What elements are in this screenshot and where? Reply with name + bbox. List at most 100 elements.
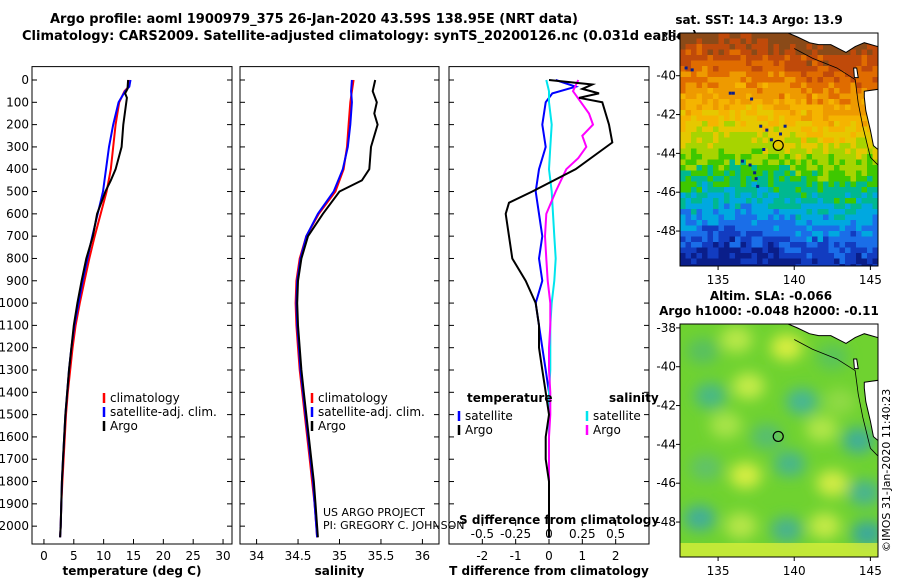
- sst-cell: [680, 38, 686, 45]
- sst-cell: [680, 192, 686, 199]
- sst-track-mark: [684, 66, 688, 70]
- sst-cell: [823, 247, 829, 254]
- sst-cell: [779, 203, 785, 210]
- sst-cell: [872, 192, 878, 199]
- sst-cell: [856, 71, 862, 78]
- sst-cell: [713, 126, 719, 133]
- sst-cell: [856, 170, 862, 177]
- sst-cell: [740, 170, 747, 177]
- sst-cell: [856, 121, 862, 127]
- sst-cell: [828, 132, 835, 138]
- sst-cell: [740, 49, 747, 56]
- sst-cell: [790, 143, 796, 149]
- sst-cell: [691, 99, 697, 105]
- sst-cell: [718, 187, 725, 193]
- sst-cell: [806, 66, 813, 72]
- sst-cell: [746, 264, 752, 266]
- sst-cell: [861, 115, 868, 122]
- sst-cell: [812, 176, 818, 182]
- sst-cell: [735, 159, 741, 166]
- sst-cell: [707, 88, 714, 94]
- sst-cell: [702, 38, 708, 45]
- temperature-satellite-line: [534, 79, 580, 538]
- sst-map-ytick-label: -44: [656, 146, 676, 160]
- sst-cell: [735, 170, 741, 177]
- sst-cell: [801, 121, 807, 127]
- sst-cell: [680, 231, 686, 237]
- sst-cell: [801, 247, 807, 254]
- sst-cell: [740, 258, 747, 265]
- sst-cell: [839, 242, 846, 248]
- sla-blob: [842, 427, 875, 454]
- sst-track-mark: [731, 91, 735, 95]
- sst-cell: [746, 231, 752, 237]
- sst-cell: [724, 225, 730, 232]
- sst-cell: [861, 126, 868, 133]
- sst-cell: [735, 121, 741, 127]
- sst-cell: [817, 154, 824, 160]
- sst-cell: [696, 181, 703, 188]
- sst-cell: [812, 154, 818, 160]
- sst-cell: [784, 258, 791, 265]
- sst-cell: [817, 44, 824, 50]
- sst-cell: [762, 132, 769, 138]
- sst-cell: [707, 66, 714, 72]
- sst-cell: [834, 209, 840, 215]
- sst-cell: [685, 154, 692, 160]
- sst-cell: [740, 99, 747, 105]
- sst-cell: [757, 247, 763, 254]
- sst-cell: [735, 176, 741, 182]
- sst-cell: [724, 198, 730, 204]
- sst-cell: [718, 88, 725, 94]
- sst-cell: [696, 170, 703, 177]
- sst-cell: [856, 137, 862, 144]
- sst-cell: [713, 154, 719, 160]
- sst-cell: [696, 55, 703, 61]
- sst-cell: [861, 132, 868, 138]
- sst-cell: [757, 77, 763, 83]
- sst-cell: [867, 264, 873, 266]
- sst-cell: [751, 71, 758, 78]
- sst-cell: [817, 231, 824, 237]
- sst-cell: [790, 258, 796, 265]
- sst-cell: [806, 104, 813, 111]
- sst-cell: [823, 93, 829, 100]
- sst-cell: [718, 236, 725, 243]
- sst-map-xtick-label: 140: [783, 273, 806, 287]
- sst-cell: [784, 44, 791, 50]
- sst-cell: [685, 55, 692, 61]
- sst-cell: [773, 38, 780, 45]
- sst-cell: [707, 214, 714, 221]
- sst-cell: [867, 170, 873, 177]
- sst-cell: [691, 264, 697, 266]
- sst-cell: [691, 121, 697, 127]
- sst-cell: [751, 159, 758, 166]
- sst-cell: [839, 99, 846, 105]
- sst-cell: [801, 176, 807, 182]
- sst-cell: [828, 187, 835, 193]
- sst-cell: [735, 236, 741, 243]
- sst-cell: [850, 231, 857, 237]
- sst-cell: [762, 154, 769, 160]
- sst-cell: [762, 176, 769, 182]
- sst-cell: [735, 77, 741, 83]
- sst-cell: [801, 66, 807, 72]
- sst-cell: [801, 77, 807, 83]
- sst-cell: [718, 165, 725, 171]
- sst-cell: [790, 137, 796, 144]
- sst-cell: [724, 38, 730, 45]
- sst-cell: [757, 231, 763, 237]
- sst-cell: [795, 258, 802, 265]
- sst-cell: [790, 44, 796, 50]
- sst-cell: [828, 170, 835, 177]
- sst-cell: [779, 170, 785, 177]
- sst-cell: [834, 132, 840, 138]
- sst-cell: [768, 143, 774, 149]
- sst-cell: [828, 99, 835, 105]
- sst-cell: [856, 49, 862, 56]
- sst-cell: [729, 60, 736, 67]
- sst-cell: [823, 88, 829, 94]
- sst-cell: [740, 60, 747, 67]
- sst-cell: [801, 159, 807, 166]
- sst-cell: [834, 99, 840, 105]
